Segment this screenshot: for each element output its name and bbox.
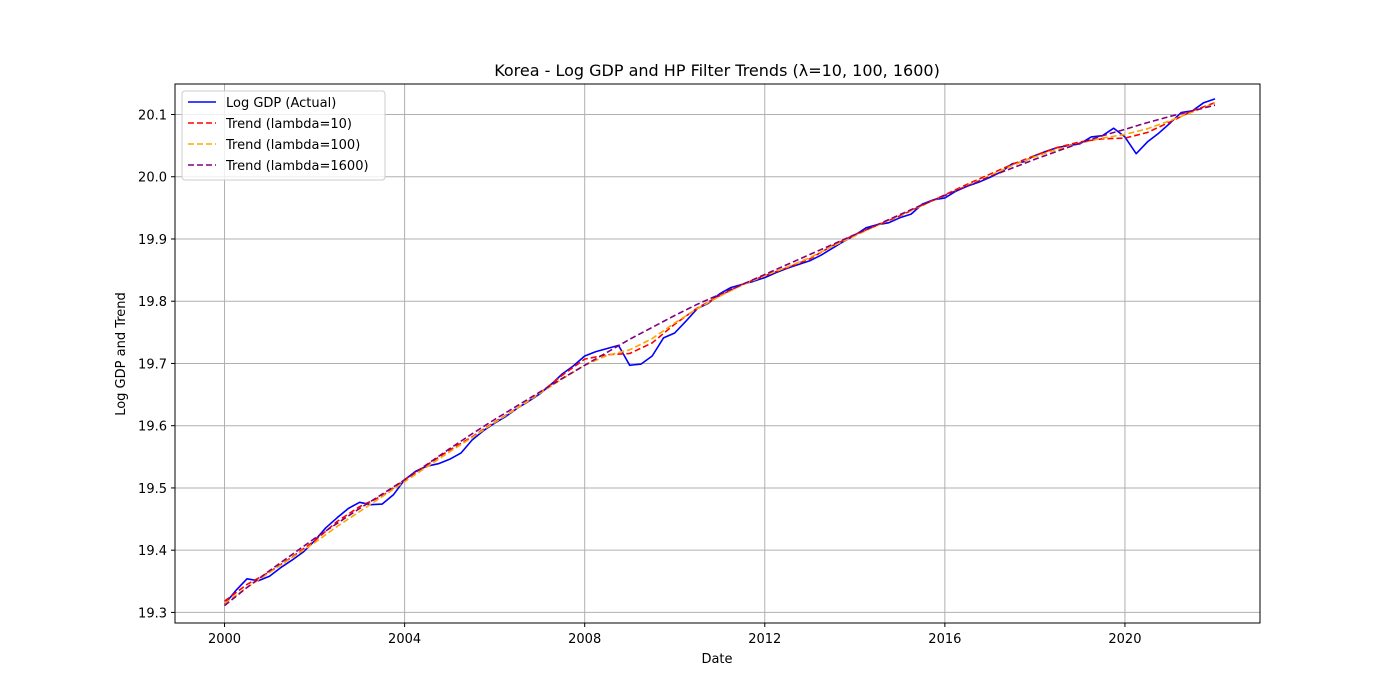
- y-tick-label: 19.6: [138, 420, 167, 435]
- x-tick-label: 2000: [208, 632, 241, 647]
- y-tick-label: 19.8: [138, 295, 167, 310]
- series-line-3: [223, 104, 1216, 607]
- y-tick-label: 19.4: [138, 544, 167, 559]
- y-tick-label: 20.1: [138, 108, 167, 123]
- y-axis-ticks: 19.3 19.4 19.5 19.6 19.7 19.8 19.9 20.0 20.1: [138, 108, 175, 621]
- y-tick-label: 19.7: [138, 357, 167, 372]
- y-tick-label: 19.3: [138, 606, 167, 621]
- y-tick-label: 20.0: [138, 171, 167, 186]
- grid-lines: [175, 84, 1260, 623]
- y-axis-title: Log GDP and Trend: [114, 292, 129, 416]
- x-tick-label: 2016: [928, 632, 961, 647]
- series-line-2: [224, 102, 1216, 605]
- plot-frame: [174, 83, 1261, 624]
- legend-label: Trend (lambda=100): [225, 138, 360, 153]
- x-axis-ticks: 2000 2004 2008 2012 2016 2020: [208, 623, 1141, 647]
- legend-label: Trend (lambda=1600): [225, 159, 369, 174]
- y-tick-label: 19.9: [138, 233, 167, 248]
- legend-box: [181, 90, 386, 181]
- x-axis-title: Date: [701, 652, 732, 667]
- legend-label: Log GDP (Actual): [226, 96, 336, 111]
- legend-label: Trend (lambda=10): [225, 117, 352, 132]
- series-lines: [223, 98, 1216, 607]
- chart-title: Korea - Log GDP and HP Filter Trends (λ=…: [494, 61, 940, 80]
- x-tick-label: 2020: [1108, 632, 1141, 647]
- x-tick-label: 2004: [388, 632, 421, 647]
- y-tick-label: 19.5: [138, 482, 167, 497]
- x-tick-label: 2008: [568, 632, 601, 647]
- x-tick-label: 2012: [748, 632, 781, 647]
- legend: Log GDP (Actual) Trend (lambda=10) Trend (…: [181, 90, 386, 181]
